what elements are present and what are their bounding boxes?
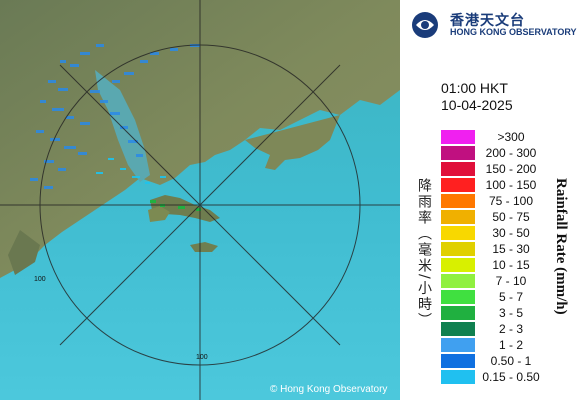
legend-swatch [441, 130, 475, 144]
legend-swatch [441, 322, 475, 336]
legend-swatch [441, 146, 475, 160]
legend-label: >300 [497, 130, 525, 144]
legend-row: 7 - 10 [441, 274, 561, 288]
legend-swatch [441, 338, 475, 352]
peninsula [245, 115, 340, 170]
legend-row: 30 - 50 [441, 226, 561, 240]
range-rings [0, 0, 400, 400]
legend-row: 5 - 7 [441, 290, 561, 304]
legend-row: 100 - 150 [441, 178, 561, 192]
legend-swatch [441, 290, 475, 304]
legend-swatch [441, 274, 475, 288]
legend-label: 1 - 2 [498, 338, 523, 352]
radar-map[interactable]: 100 100 © Hong Kong Observatory [0, 0, 400, 400]
legend-swatch [441, 354, 475, 368]
legend-label: 75 - 100 [488, 194, 534, 208]
legend-label: 3 - 5 [498, 306, 523, 320]
legend-row: 15 - 30 [441, 242, 561, 256]
island-group [190, 242, 218, 252]
observation-date: 10-04-2025 [441, 97, 513, 113]
legend-row: 200 - 300 [441, 146, 561, 160]
hko-logo-icon [412, 12, 438, 38]
legend-swatch [441, 242, 475, 256]
org-name-cn: 香港天文台 [450, 13, 525, 29]
legend-row: 10 - 15 [441, 258, 561, 272]
legend-row: 1 - 2 [441, 338, 561, 352]
legend-title-en: Rainfall Rate (mm/h) [553, 178, 569, 315]
observation-time: 01:00 HKT [441, 80, 508, 96]
org-name-en: HONG KONG OBSERVATORY [450, 27, 577, 37]
legend-label: 100 - 150 [485, 178, 537, 192]
legend-swatch [441, 226, 475, 240]
lantau-island [148, 206, 170, 222]
legend-row: 2 - 3 [441, 322, 561, 336]
legend-swatch [441, 370, 475, 384]
legend-swatch [441, 194, 475, 208]
legend-label: 10 - 15 [492, 258, 530, 272]
legend-row: 75 - 100 [441, 194, 561, 208]
legend-row: 150 - 200 [441, 162, 561, 176]
legend-row: 50 - 75 [441, 210, 561, 224]
legend-label: 7 - 10 [495, 274, 527, 288]
legend-label: 15 - 30 [492, 242, 530, 256]
range-label-west: 100 [34, 276, 46, 283]
range-label-south: 100 [196, 354, 208, 361]
rain-echoes-light [96, 158, 166, 184]
radar-map-canvas: 100 100 [0, 0, 400, 400]
copyright-text: © Hong Kong Observatory [270, 384, 388, 395]
legend-label: 50 - 75 [492, 210, 530, 224]
legend-label: 0.50 - 1 [490, 354, 532, 368]
info-panel: 香港天文台 HONG KONG OBSERVATORY 01:00 HKT 10… [400, 0, 577, 400]
legend-label: 30 - 50 [492, 226, 530, 240]
legend-row: >300 [441, 130, 561, 144]
legend-label: 2 - 3 [498, 322, 523, 336]
west-shore [8, 230, 40, 275]
legend-title-cn: 降雨率（毫米/小時） [416, 178, 432, 329]
legend-row: 0.50 - 1 [441, 354, 561, 368]
legend-swatch [441, 306, 475, 320]
legend-label: 200 - 300 [485, 146, 537, 160]
legend-swatch [441, 258, 475, 272]
legend-label: 5 - 7 [498, 290, 523, 304]
legend-swatch [441, 162, 475, 176]
legend-swatch [441, 178, 475, 192]
legend-label: 0.15 - 0.50 [482, 370, 540, 384]
legend-row: 0.15 - 0.50 [441, 370, 561, 384]
legend-swatch [441, 210, 475, 224]
legend-row: 3 - 5 [441, 306, 561, 320]
legend-label: 150 - 200 [485, 162, 537, 176]
